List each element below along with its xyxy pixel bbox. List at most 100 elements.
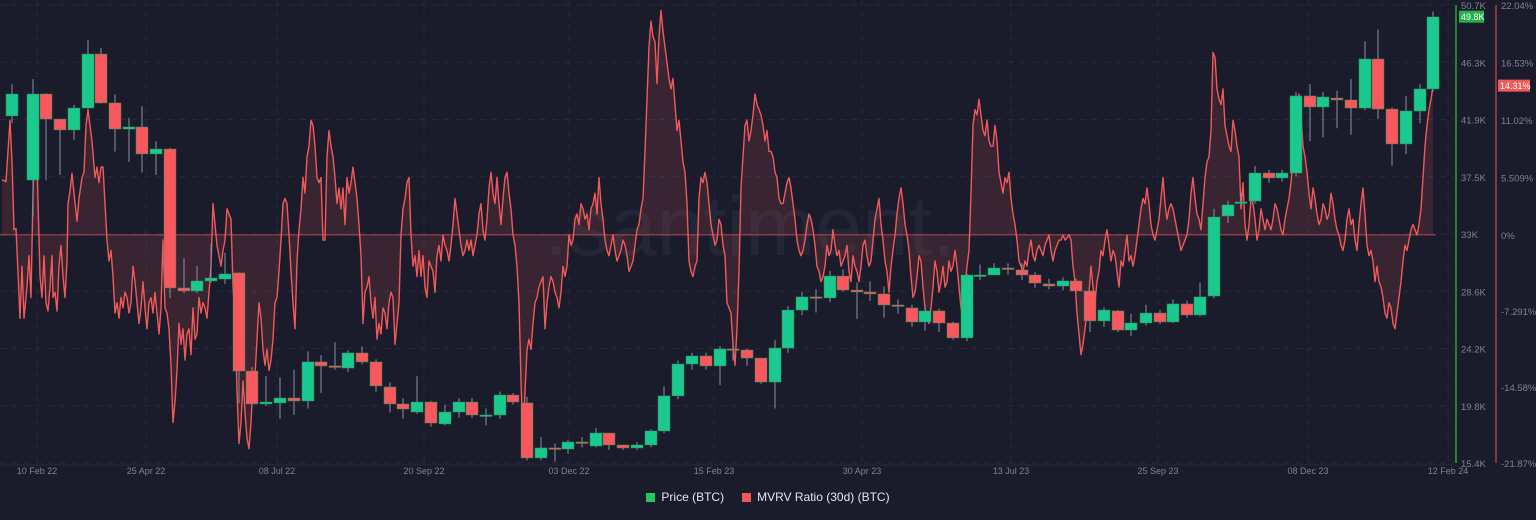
candle-up xyxy=(438,411,452,425)
candle-down xyxy=(726,348,740,351)
santiment-watermark: .santiment. xyxy=(545,179,956,273)
candle-down xyxy=(754,357,768,383)
mvrv-tick-label: -14.58% xyxy=(1501,383,1536,394)
legend-item-mvrv[interactable]: MVRV Ratio (30d) (BTC) xyxy=(742,490,890,504)
price-tick-label: 24.2K xyxy=(1461,345,1486,356)
candle-up xyxy=(1166,303,1180,323)
candle-up xyxy=(81,53,95,109)
mvrv-series xyxy=(0,9,1436,450)
candle-up xyxy=(1289,95,1303,174)
candle-up xyxy=(26,93,40,181)
candle-up xyxy=(987,267,1001,276)
candle-up xyxy=(1399,110,1413,145)
candle-down xyxy=(1385,108,1399,145)
candle-down xyxy=(135,126,149,155)
candle-up xyxy=(1413,88,1427,112)
candle-up xyxy=(1139,312,1153,324)
candle-up xyxy=(1358,58,1372,109)
price-tick-label: 33K xyxy=(1461,230,1479,241)
candle-down xyxy=(396,403,410,410)
candle-up xyxy=(1221,204,1235,217)
candle-up xyxy=(713,348,727,367)
candle-down xyxy=(369,361,383,387)
candle-down xyxy=(1180,303,1194,316)
candle-down xyxy=(1001,267,1015,270)
candle-down xyxy=(1111,310,1125,331)
candle-up xyxy=(823,275,837,299)
candle-up xyxy=(122,126,136,130)
legend-item-price[interactable]: Price (BTC) xyxy=(646,490,724,504)
candle-up xyxy=(1193,296,1207,316)
candle-up xyxy=(452,401,466,413)
candle-down xyxy=(548,447,562,450)
candle-up xyxy=(218,273,232,280)
candle-up xyxy=(273,397,287,404)
candle-down xyxy=(809,296,823,299)
candle-down xyxy=(1344,99,1358,109)
candle-down xyxy=(1371,58,1385,110)
candle-up xyxy=(561,441,575,450)
mvrv-line xyxy=(1,9,1434,450)
candle-down xyxy=(424,401,438,424)
candle-up xyxy=(973,274,987,277)
candle-down xyxy=(328,365,342,368)
x-tick-label: 25 Sep 23 xyxy=(1137,466,1178,476)
mvrv-tick-label: 0% xyxy=(1501,231,1515,242)
candle-down xyxy=(932,310,946,324)
price-swatch-icon xyxy=(646,492,656,502)
x-tick-label: 30 Apr 23 xyxy=(843,466,882,476)
mvrv-current-badge xyxy=(1498,79,1530,92)
candle-up xyxy=(410,401,424,413)
candle-down xyxy=(1262,172,1276,179)
candle-down xyxy=(877,293,891,306)
price-tick-label: 15.4K xyxy=(1461,459,1486,470)
candle-down xyxy=(850,289,864,293)
x-tick-label: 12 Feb 24 xyxy=(1428,466,1469,476)
candle-up xyxy=(671,363,685,397)
candle-down xyxy=(163,148,177,289)
candle-up xyxy=(768,347,782,383)
x-tick-label: 20 Sep 22 xyxy=(403,466,444,476)
mvrv-current-value: 14.31% xyxy=(1500,81,1531,91)
candle-down xyxy=(287,397,301,402)
x-tick-label: 10 Feb 22 xyxy=(17,466,58,476)
candle-down xyxy=(946,322,960,339)
candle-up xyxy=(1316,96,1330,108)
candle-up xyxy=(190,280,204,292)
mvrv-swatch-icon xyxy=(742,492,752,502)
candle-down xyxy=(1015,269,1029,276)
price-tick-label: 46.3K xyxy=(1461,58,1486,69)
x-tick-label: 03 Dec 22 xyxy=(548,466,589,476)
candle-down xyxy=(355,352,369,363)
candle-down xyxy=(1330,97,1344,101)
candle-down xyxy=(1042,283,1056,287)
mvrv-tick-label: 16.53% xyxy=(1501,58,1534,69)
mvrv-tick-label: -21.87% xyxy=(1501,459,1536,470)
candle-down xyxy=(232,272,246,372)
candle-up xyxy=(685,355,699,365)
candle-down xyxy=(891,304,905,307)
candle-down xyxy=(602,432,616,446)
candle-down xyxy=(94,53,108,104)
mvrv-tick-label: -7.291% xyxy=(1501,307,1536,318)
candle-down xyxy=(1083,290,1097,322)
legend-label-mvrv: MVRV Ratio (30d) (BTC) xyxy=(757,490,890,504)
price-tick-label: 28.6K xyxy=(1461,287,1486,298)
candle-down xyxy=(383,386,397,405)
candle-down xyxy=(520,402,534,459)
mvrv-tick-label: 11.02% xyxy=(1501,116,1533,127)
candle-down xyxy=(506,394,520,403)
candle-up xyxy=(67,107,81,131)
chart-legend: Price (BTC) MVRV Ratio (30d) (BTC) xyxy=(0,490,1536,504)
candle-up xyxy=(781,309,795,349)
candle-down xyxy=(575,441,589,444)
candle-up xyxy=(1234,201,1248,204)
candle-down xyxy=(245,370,259,405)
candle-up xyxy=(1426,16,1440,90)
candle-up xyxy=(644,430,658,446)
candle-up xyxy=(493,394,507,416)
candle-up xyxy=(5,93,19,117)
x-tick-label: 13 Jul 23 xyxy=(993,466,1030,476)
candle-down xyxy=(740,349,754,359)
